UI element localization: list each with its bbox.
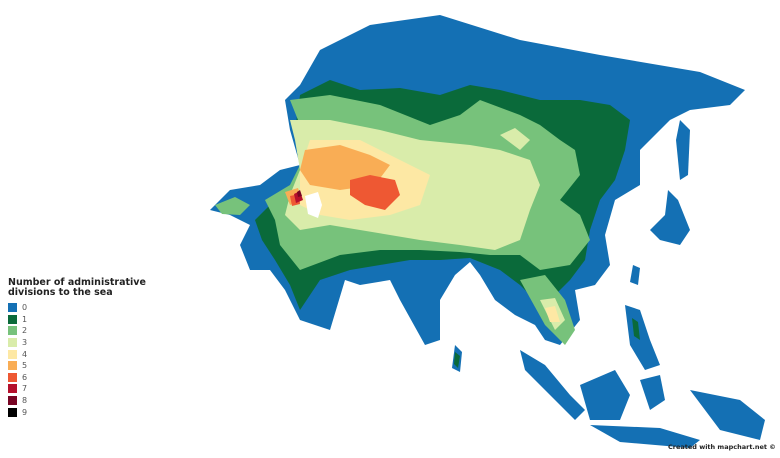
legend-swatch (8, 303, 17, 313)
legend-swatch (8, 407, 17, 417)
legend-swatch (8, 349, 17, 359)
caspian-sea (305, 192, 322, 218)
legend: Number of administrative divisions to th… (8, 278, 178, 418)
legend-item: 4 (8, 348, 178, 360)
legend-item: 3 (8, 337, 178, 349)
legend-label: 4 (22, 349, 28, 359)
legend-swatch (8, 314, 17, 324)
legend-title: Number of administrative divisions to th… (8, 277, 146, 298)
legend-label: 3 (22, 338, 28, 348)
legend-label: 7 (22, 384, 28, 394)
legend-swatch (8, 384, 17, 394)
legend-item: 9 (8, 406, 178, 418)
legend-item: 2 (8, 325, 178, 337)
legend-item: 8 (8, 395, 178, 407)
legend-label: 0 (22, 303, 28, 313)
legend-swatch (8, 326, 17, 336)
legend-label: 2 (22, 326, 28, 336)
legend-item: 0 (8, 302, 178, 314)
region-level-8 (297, 190, 302, 197)
legend-swatch (8, 372, 17, 382)
credit-text: Created with mapchart.net © (668, 443, 776, 451)
legend-item: 1 (8, 314, 178, 326)
legend-swatch (8, 396, 17, 406)
legend-item: 6 (8, 372, 178, 384)
legend-swatch (8, 361, 17, 371)
legend-label: 5 (22, 361, 28, 371)
legend-label: 1 (22, 314, 28, 324)
legend-label: 6 (22, 372, 28, 382)
legend-item: 7 (8, 383, 178, 395)
legend-swatch (8, 338, 17, 348)
legend-label: 8 (22, 396, 28, 406)
legend-label: 9 (22, 407, 28, 417)
legend-item: 5 (8, 360, 178, 372)
